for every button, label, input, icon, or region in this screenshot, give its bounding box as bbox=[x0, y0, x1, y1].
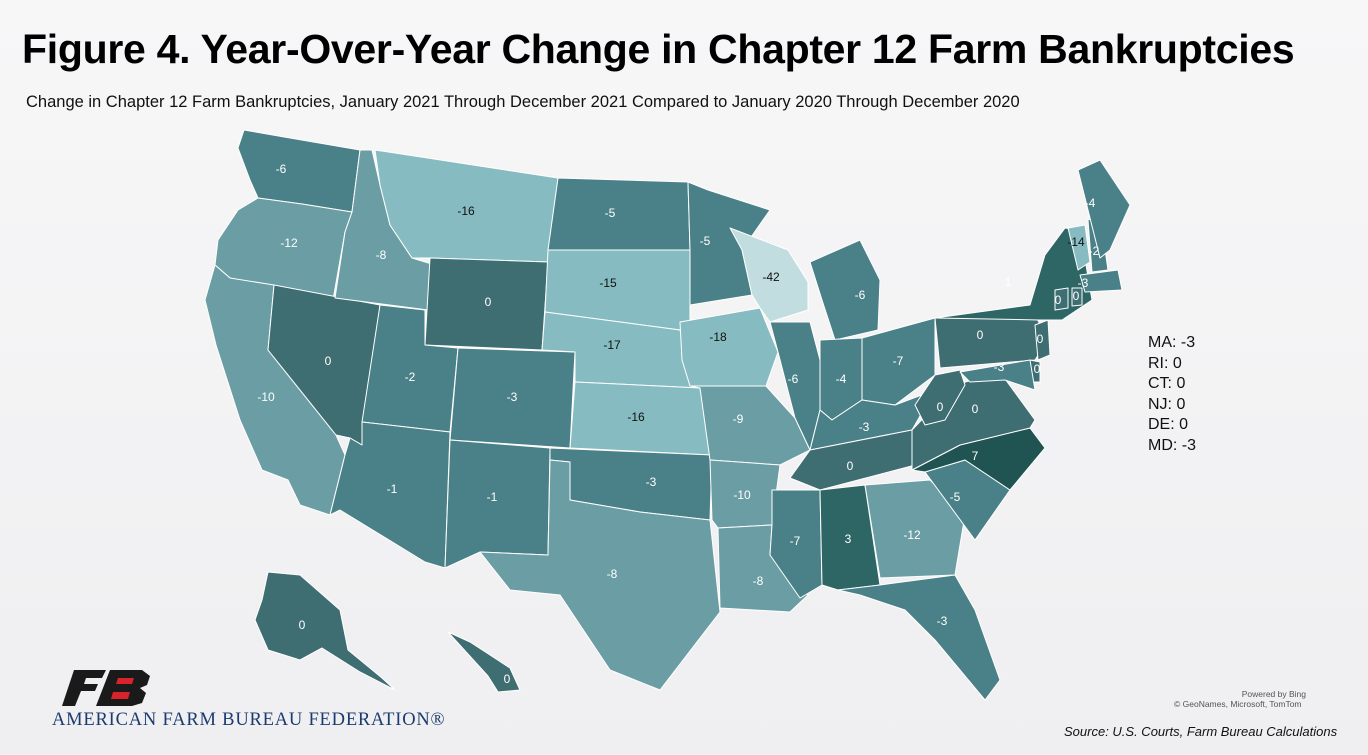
state-ak bbox=[254, 571, 396, 691]
state-label-ms: -7 bbox=[790, 534, 801, 548]
state-wv bbox=[914, 369, 966, 426]
side-label-md: MD: -3 bbox=[1148, 436, 1196, 454]
state-label-sd: -15 bbox=[599, 276, 617, 290]
state-tx bbox=[479, 459, 721, 691]
state-label-ny: 1 bbox=[1005, 275, 1012, 289]
state-label-nm: -1 bbox=[487, 490, 498, 504]
state-label-hi: 0 bbox=[504, 672, 511, 686]
state-nm bbox=[444, 439, 551, 569]
state-label-va: 0 bbox=[972, 402, 979, 416]
state-ri bbox=[1071, 287, 1083, 307]
state-mo bbox=[689, 385, 811, 466]
state-fl bbox=[837, 574, 1001, 701]
state-label-ca: -10 bbox=[257, 390, 275, 404]
state-label-ri: 0 bbox=[1073, 289, 1080, 303]
state-me bbox=[1077, 159, 1131, 259]
state-ga bbox=[864, 479, 966, 579]
state-label-mi: -6 bbox=[855, 288, 866, 302]
state-mi bbox=[809, 239, 881, 341]
state-label-il: -6 bbox=[788, 372, 799, 386]
state-vt bbox=[1067, 224, 1091, 271]
state-label-me: -4 bbox=[1085, 196, 1096, 210]
state-label-tx: -8 bbox=[607, 567, 618, 581]
state-nj bbox=[1034, 319, 1051, 361]
state-label-wv: 0 bbox=[937, 400, 944, 414]
source-note: Source: U.S. Courts, Farm Bureau Calcula… bbox=[1064, 724, 1338, 739]
state-label-ar: -10 bbox=[733, 488, 751, 502]
state-label-ct: 0 bbox=[1055, 293, 1062, 307]
state-ct bbox=[1054, 287, 1069, 311]
state-label-ok: -3 bbox=[646, 475, 657, 489]
state-label-ky: -3 bbox=[859, 420, 870, 434]
state-label-ne: -17 bbox=[603, 338, 621, 352]
state-label-nh: -2 bbox=[1089, 244, 1100, 258]
state-label-sc: -5 bbox=[950, 490, 961, 504]
state-label-wi: -42 bbox=[762, 270, 780, 284]
state-label-ia: -18 bbox=[709, 330, 727, 344]
state-label-or: -12 bbox=[280, 236, 298, 250]
state-label-fl: -3 bbox=[937, 614, 948, 628]
state-label-md: -3 bbox=[994, 360, 1005, 374]
side-label-nj: NJ: 0 bbox=[1148, 395, 1186, 413]
afbf-logo-text: AMERICAN FARM BUREAU FEDERATION® bbox=[52, 710, 446, 730]
state-label-ut: -2 bbox=[405, 370, 416, 384]
state-label-al: 3 bbox=[845, 532, 852, 546]
state-nd bbox=[547, 177, 691, 251]
state-label-de: 0 bbox=[1034, 362, 1041, 376]
state-label-ak: 0 bbox=[299, 618, 306, 632]
state-oh bbox=[861, 317, 936, 406]
small-state-legend: MA: -3 RI: 0 CT: 0 NJ: 0 DE: 0 MD: -3 bbox=[1148, 333, 1196, 457]
afbf-logo-icon bbox=[62, 670, 150, 706]
side-label-ri: RI: 0 bbox=[1148, 354, 1182, 372]
state-label-oh: -7 bbox=[893, 354, 904, 368]
state-label-pa: 0 bbox=[977, 328, 984, 342]
state-label-nc: 7 bbox=[972, 449, 979, 463]
state-ma bbox=[1079, 269, 1123, 293]
state-label-mo: -9 bbox=[733, 412, 744, 426]
state-label-mn: -5 bbox=[700, 234, 711, 248]
state-label-ga: -12 bbox=[903, 528, 921, 542]
state-label-nv: 0 bbox=[325, 354, 332, 368]
state-hi bbox=[447, 631, 521, 693]
state-label-az: -1 bbox=[387, 482, 398, 496]
state-label-nj: 0 bbox=[1037, 332, 1044, 346]
state-label-tn: 0 bbox=[847, 459, 854, 473]
figure-title: Figure 4. Year-Over-Year Change in Chapt… bbox=[22, 26, 1295, 72]
state-label-wy: 0 bbox=[485, 295, 492, 309]
state-label-la: -8 bbox=[753, 574, 764, 588]
side-label-ma: MA: -3 bbox=[1148, 334, 1196, 351]
state-label-wa: -6 bbox=[276, 162, 287, 176]
state-md bbox=[959, 359, 1036, 391]
state-label-co: -3 bbox=[507, 390, 518, 404]
map-copyright: © GeoNames, Microsoft, TomTom bbox=[1174, 699, 1302, 709]
side-label-de: DE: 0 bbox=[1148, 416, 1189, 434]
state-label-ks: -16 bbox=[627, 410, 645, 424]
figure-subtitle: Change in Chapter 12 Farm Bankruptcies, … bbox=[26, 93, 1020, 111]
state-label-vt: -14 bbox=[1067, 235, 1085, 249]
state-label-in: -4 bbox=[836, 372, 847, 386]
state-label-ma: -3 bbox=[1078, 276, 1089, 290]
map-powered-by: Powered by Bing bbox=[1241, 689, 1306, 699]
state-label-id: -8 bbox=[376, 248, 387, 262]
side-label-ct: CT: 0 bbox=[1148, 375, 1186, 393]
state-ia bbox=[679, 307, 779, 387]
state-label-nd: -5 bbox=[605, 206, 616, 220]
state-label-mt: -16 bbox=[457, 204, 475, 218]
